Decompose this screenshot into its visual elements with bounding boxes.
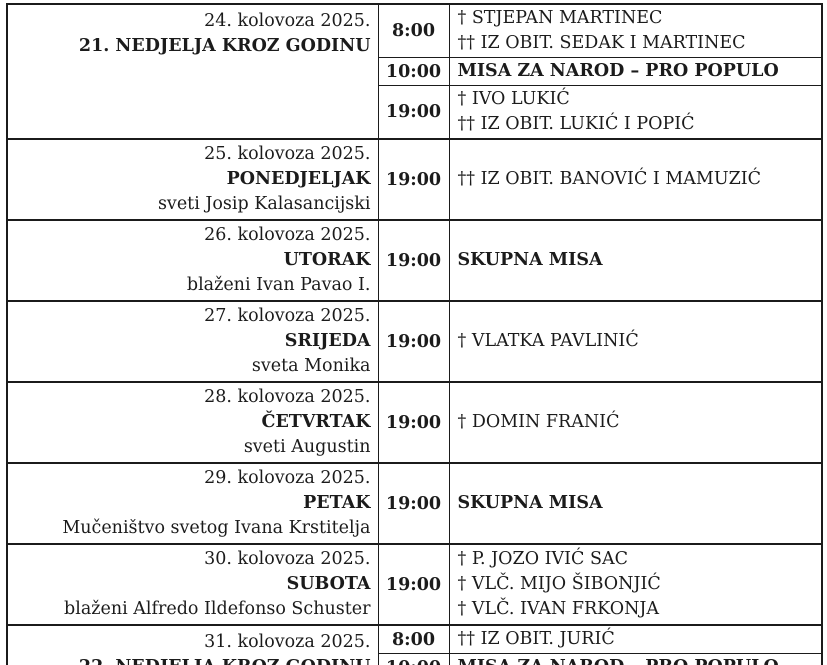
mass-time: 8:00 — [377, 3, 450, 58]
day-title: SRIJEDA — [284, 331, 371, 351]
table-row: 19:00 † IVO LUKIĆ †† IZ OBIT. LUKIĆ I PO… — [7, 85, 823, 140]
day-cell: 26. kolovoza 2025. UTORAK blaženi Ivan P… — [6, 219, 379, 302]
day-title: PONEDJELJAK — [226, 169, 371, 189]
mass-time: 19:00 — [377, 300, 450, 383]
intention-line: MISA ZA NAROD – PRO POPULO — [458, 655, 818, 665]
day-date: 25. kolovoza 2025. — [204, 144, 371, 164]
table-row: 25. kolovoza 2025. PONEDJELJAK sveti Jos… — [6, 138, 823, 221]
mass-intentions: † IVO LUKIĆ †† IZ OBIT. LUKIĆ I POPIĆ — [448, 85, 823, 140]
intention-line: MISA ZA NAROD – PRO POPULO — [457, 61, 779, 81]
mass-time: 19:00 — [377, 543, 450, 626]
mass-intentions: MISA ZA NAROD – PRO POPULO — [448, 57, 823, 86]
table-row: 28. kolovoza 2025. ČETVRTAK sveti August… — [6, 381, 823, 464]
day-saint: sveti Josip Kalasancijski — [157, 194, 371, 214]
mass-time: 10:00 — [377, 653, 450, 665]
table-row: 10:00 MISA ZA NAROD – PRO POPULO — [7, 653, 823, 665]
mass-time: 10:00 — [377, 57, 450, 86]
day-title: 21. NEDJELJA KROZ GODINU — [78, 36, 371, 56]
mass-intentions: †† IZ OBIT. JURIĆ — [448, 624, 823, 654]
day-saint: Mučeništvo svetog Ivana Krstitelja — [62, 518, 371, 538]
day-title: SUBOTA — [286, 574, 371, 594]
day-cell: 30. kolovoza 2025. SUBOTA blaženi Alfred… — [6, 543, 379, 626]
mass-intentions: SKUPNA MISA — [448, 219, 823, 302]
intention-line: † P. JOZO IVIĆ SAC — [457, 549, 629, 569]
mass-time: 19:00 — [377, 381, 450, 464]
day-cell: 27. kolovoza 2025. SRIJEDA sveta Monika — [6, 300, 379, 383]
day-cell: 29. kolovoza 2025. PETAK Mučeništvo svet… — [6, 462, 379, 545]
day-date: 24. kolovoza 2025. — [204, 11, 371, 31]
table-row: 10:00 MISA ZA NAROD – PRO POPULO — [7, 57, 823, 86]
table-row: 27. kolovoza 2025. SRIJEDA sveta Monika … — [6, 300, 823, 383]
table-row: 29. kolovoza 2025. PETAK Mučeništvo svet… — [6, 462, 823, 545]
mass-intentions: †† IZ OBIT. BANOVIĆ I MAMUZIĆ — [448, 138, 823, 221]
mass-time: 8:00 — [377, 624, 450, 654]
intention-line: †† IZ OBIT. LUKIĆ I POPIĆ — [457, 114, 695, 134]
intention-line: †† IZ OBIT. SEDAK I MARTINEC — [457, 33, 746, 53]
day-saint: sveti Augustin — [243, 437, 371, 457]
day-saint: blaženi Alfredo Ildefonso Schuster — [64, 599, 371, 619]
mass-intentions: MISA ZA NAROD – PRO POPULO — [448, 653, 823, 665]
day-date: 30. kolovoza 2025. — [204, 549, 371, 569]
intention-line: SKUPNA MISA — [457, 250, 603, 270]
mass-time: 19:00 — [377, 219, 450, 302]
day-saint: sveta Monika — [251, 356, 371, 376]
day-title: PETAK — [303, 493, 371, 513]
mass-time: 19:00 — [377, 138, 450, 221]
day-saint: blaženi Ivan Pavao I. — [186, 275, 371, 295]
day-date: 31. kolovoza 2025. — [204, 632, 371, 652]
mass-intentions: † VLATKA PAVLINIĆ — [448, 300, 823, 383]
day-date: 28. kolovoza 2025. — [204, 387, 371, 407]
mass-intentions: † STJEPAN MARTINEC †† IZ OBIT. SEDAK I M… — [448, 3, 823, 58]
mass-schedule-table: 24. kolovoza 2025. 21. NEDJELJA KROZ GOD… — [6, 3, 823, 665]
day-title: ČETVRTAK — [261, 412, 371, 432]
day-date: 27. kolovoza 2025. — [204, 306, 371, 326]
intention-line: † VLČ. IVAN FRKONJA — [457, 599, 660, 619]
intention-line: † DOMIN FRANIĆ — [457, 412, 620, 432]
mass-time: 19:00 — [377, 462, 450, 545]
day-date: 29. kolovoza 2025. — [204, 468, 371, 488]
intention-line: †† IZ OBIT. BANOVIĆ I MAMUZIĆ — [457, 169, 762, 189]
mass-intentions: † P. JOZO IVIĆ SAC † VLČ. MIJO ŠIBONJIĆ … — [448, 543, 823, 626]
day-cell: 24. kolovoza 2025. 21. NEDJELJA KROZ GOD… — [6, 3, 379, 140]
day-cell: 25. kolovoza 2025. PONEDJELJAK sveti Jos… — [6, 138, 379, 221]
mass-intentions: † DOMIN FRANIĆ — [448, 381, 823, 464]
intention-line: †† IZ OBIT. JURIĆ — [457, 629, 615, 649]
day-cell: 31. kolovoza 2025. 22. NEDJELJA KROZ GOD… — [6, 624, 379, 665]
table-row: 24. kolovoza 2025. 21. NEDJELJA KROZ GOD… — [6, 3, 823, 140]
day-title: UTORAK — [283, 250, 371, 270]
day-date: 26. kolovoza 2025. — [204, 225, 371, 245]
intention-line: † IVO LUKIĆ — [457, 89, 570, 109]
intention-line: † STJEPAN MARTINEC — [457, 8, 663, 28]
day-cell: 28. kolovoza 2025. ČETVRTAK sveti August… — [6, 381, 379, 464]
mass-time: 19:00 — [377, 85, 450, 140]
table-row: 31. kolovoza 2025. 22. NEDJELJA KROZ GOD… — [6, 624, 823, 665]
table-row: 26. kolovoza 2025. UTORAK blaženi Ivan P… — [6, 219, 823, 302]
table-row: 30. kolovoza 2025. SUBOTA blaženi Alfred… — [6, 543, 823, 626]
day-title: 22. NEDJELJA KROZ GODINU — [12, 655, 371, 665]
intention-line: † VLATKA PAVLINIĆ — [457, 331, 639, 351]
intention-line: † VLČ. MIJO ŠIBONJIĆ — [457, 574, 661, 594]
intention-line: SKUPNA MISA — [457, 493, 603, 513]
mass-intentions: SKUPNA MISA — [448, 462, 823, 545]
